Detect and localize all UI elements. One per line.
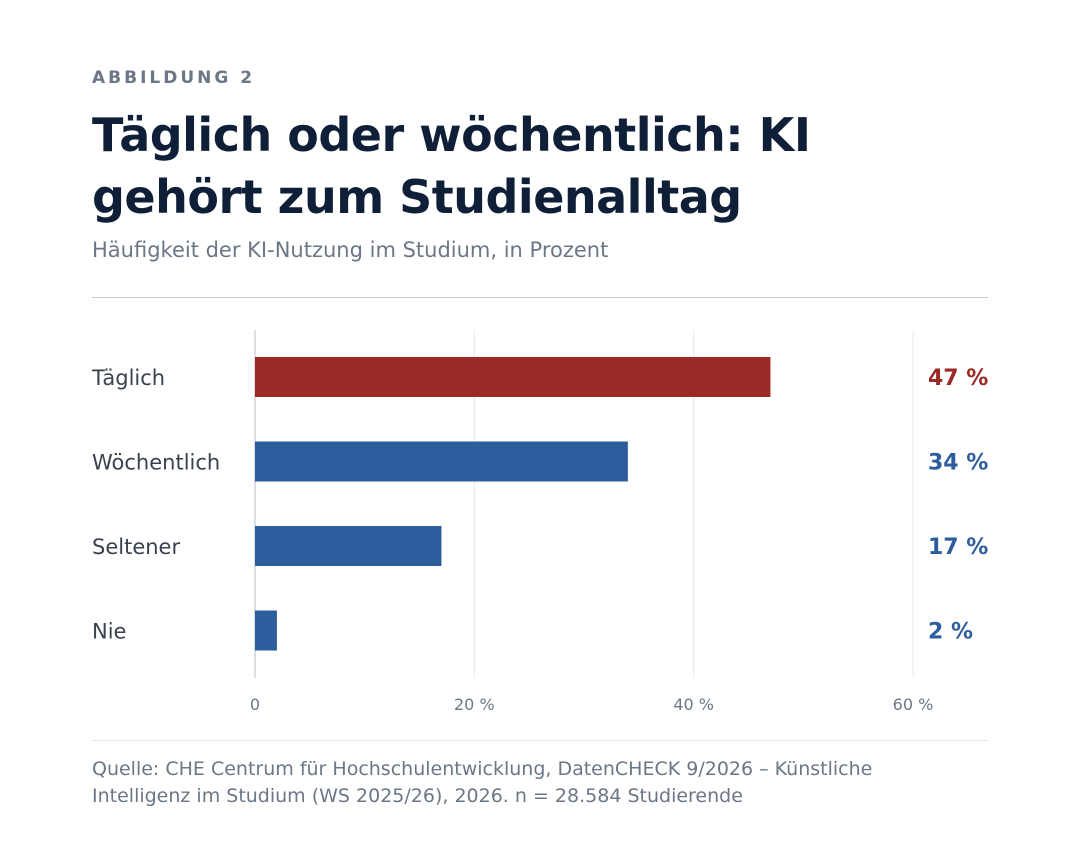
category-label: Seltener: [92, 535, 180, 559]
figure-label: ABBILDUNG 2: [92, 68, 256, 88]
x-tick-label: 60 %: [893, 695, 934, 714]
header-divider: [92, 297, 988, 298]
bar-chart: 0 20 % 40 % 60 % Täglich 47 % Wöchentlich 34 % S…: [91, 330, 988, 714]
category-label: Täglich: [91, 366, 165, 390]
bar: [255, 441, 628, 482]
x-tick-label: 40 %: [673, 695, 714, 714]
bar: [255, 610, 277, 651]
x-tick-label: 20 %: [454, 695, 495, 714]
category-label: Wöchentlich: [92, 451, 220, 475]
x-tick-label: 0: [250, 695, 260, 714]
value-label: 34 %: [928, 451, 988, 476]
category-label: Nie: [92, 620, 126, 644]
value-label: 47 %: [928, 366, 988, 391]
footer-divider: [92, 740, 988, 741]
chart-title: Täglich oder wöchentlich: KI gehört zum …: [92, 108, 811, 224]
value-label: 17 %: [928, 535, 988, 560]
source-note: Quelle: CHE Centrum für Hochschulentwick…: [92, 758, 873, 807]
chart-subtitle: Häufigkeit der KI-Nutzung im Studium, in…: [92, 238, 609, 262]
bar: [255, 357, 771, 397]
value-label: 2 %: [928, 620, 973, 645]
bar: [255, 526, 442, 566]
